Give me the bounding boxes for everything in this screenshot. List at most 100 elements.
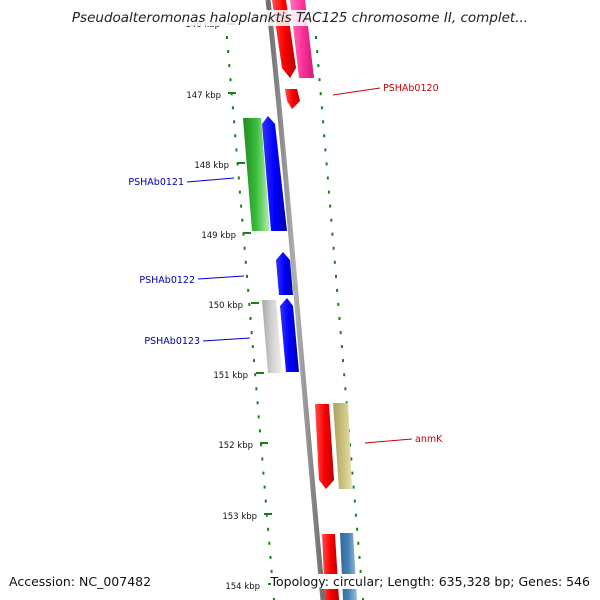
- ruler-dot: [273, 598, 275, 600]
- ruler-dot: [248, 302, 251, 306]
- label-PSHAb0122[interactable]: PSHAb0122: [139, 275, 195, 286]
- tick-label-147: 147 kbp: [186, 91, 221, 101]
- ruler-dot: [268, 541, 271, 545]
- track-dot: [354, 513, 357, 517]
- track-dot: [357, 541, 360, 545]
- ruler-dot: [233, 120, 236, 124]
- track-dot: [358, 555, 361, 559]
- track-dot: [319, 92, 322, 96]
- track-dot: [331, 232, 334, 236]
- ruler-dot: [256, 401, 259, 405]
- ruler-dot: [235, 148, 238, 152]
- tick-label-153: 153 kbp: [222, 512, 257, 522]
- label-PSHAb0123[interactable]: PSHAb0123: [144, 336, 200, 347]
- ruler-dot: [262, 471, 265, 475]
- ruler-dot: [260, 443, 263, 447]
- gene-labels: PSHAb0120 PSHAb0121 PSHAb0122 PSHAb0123 …: [128, 83, 443, 445]
- ruler-dot: [253, 359, 255, 363]
- ruler-ticks: 146 kbp 147 kbp 148 kbp 149 kbp 150 kbp …: [185, 20, 276, 592]
- gene-PSHAb0120[interactable]: [285, 89, 300, 109]
- ruler-dot: [227, 50, 230, 53]
- tick-label-154: 154 kbp: [225, 582, 260, 592]
- ruler-dot: [264, 499, 267, 503]
- ruler-dot: [269, 555, 272, 559]
- track-dot: [335, 274, 337, 278]
- track-dot: [323, 134, 326, 138]
- track-dot: [351, 471, 354, 475]
- ruler-dot: [240, 204, 243, 208]
- ruler-dot: [254, 373, 257, 377]
- tick-label-149: 149 kbp: [201, 231, 236, 241]
- track-dot: [342, 359, 344, 363]
- track-dot: [337, 302, 340, 306]
- ruler-dots-right: [315, 36, 364, 600]
- track-dot: [333, 260, 336, 264]
- ruler-dot: [265, 513, 268, 517]
- label-PSHAb0121[interactable]: PSHAb0121: [128, 177, 184, 188]
- ruler-dot: [238, 190, 241, 194]
- track-dot: [345, 401, 348, 405]
- track-dot: [326, 176, 329, 180]
- ruler-dot: [242, 232, 245, 236]
- gene-anmK-red[interactable]: [315, 404, 334, 489]
- gene-PSHAb0121-green[interactable]: [243, 118, 270, 231]
- track-dot: [349, 443, 352, 447]
- track-dot: [336, 288, 339, 292]
- track-dot: [325, 162, 328, 166]
- ruler-dot: [228, 64, 231, 68]
- ruler-dot: [250, 331, 253, 335]
- ruler-dot: [263, 485, 266, 489]
- gene-anmK-khaki[interactable]: [333, 403, 352, 489]
- gene-PSHAb0122[interactable]: [276, 252, 293, 295]
- track-dot: [317, 64, 320, 68]
- ruler-dot: [261, 457, 264, 461]
- track-dot: [352, 485, 355, 489]
- gene-PSHAb0123-blue[interactable]: [280, 298, 299, 372]
- ruler-dots-left: [226, 36, 275, 600]
- ruler-dot: [243, 246, 246, 250]
- ruler-dot: [258, 429, 261, 433]
- gene-bottom-steelblue[interactable]: [340, 533, 357, 600]
- ruler-dot: [270, 569, 273, 573]
- label-anmK[interactable]: anmK: [415, 434, 443, 445]
- ruler-dot: [229, 78, 232, 82]
- track-dot: [350, 457, 353, 461]
- track-dot: [353, 499, 356, 503]
- track-dot: [324, 148, 327, 152]
- track-dot: [330, 218, 333, 222]
- label-PSHAb0120[interactable]: PSHAb0120: [383, 83, 439, 94]
- track-dot: [318, 78, 321, 82]
- track-dot: [362, 598, 364, 600]
- track-dot: [327, 190, 330, 194]
- track-dot: [322, 120, 325, 124]
- ruler-dot: [255, 387, 258, 391]
- ruler-dot: [267, 527, 270, 531]
- track-dot: [315, 36, 317, 39]
- ruler-dot: [246, 274, 248, 278]
- accession-text: Accession: NC_007482: [9, 574, 152, 589]
- track-dot: [359, 569, 362, 573]
- tick-label-150: 150 kbp: [208, 301, 243, 311]
- track-dot: [343, 373, 346, 377]
- track-dot: [340, 345, 343, 349]
- ruler-dot: [231, 106, 234, 110]
- ruler-dot: [257, 415, 260, 419]
- gene-PSHAb0123-gray[interactable]: [262, 300, 282, 373]
- gene-PSHAb0121-blue[interactable]: [262, 116, 287, 231]
- ruler-dot: [251, 345, 254, 349]
- tick-label-148: 148 kbp: [194, 161, 229, 171]
- ruler-dot: [249, 317, 252, 320]
- ruler-dot: [226, 36, 228, 39]
- track-dot: [338, 317, 341, 320]
- ruler-dot: [247, 288, 250, 292]
- track-dot: [344, 387, 347, 391]
- track-dot: [329, 204, 332, 208]
- track-dot: [332, 246, 335, 250]
- track-dot: [320, 106, 323, 110]
- tick-label-151: 151 kbp: [213, 371, 248, 381]
- map-title: Pseudoalteromonas haloplanktis TAC125 ch…: [0, 10, 600, 26]
- topology-text: Topology: circular; Length: 635,328 bp; …: [270, 574, 590, 589]
- ruler-dot: [244, 260, 247, 264]
- ruler-dot: [237, 176, 240, 180]
